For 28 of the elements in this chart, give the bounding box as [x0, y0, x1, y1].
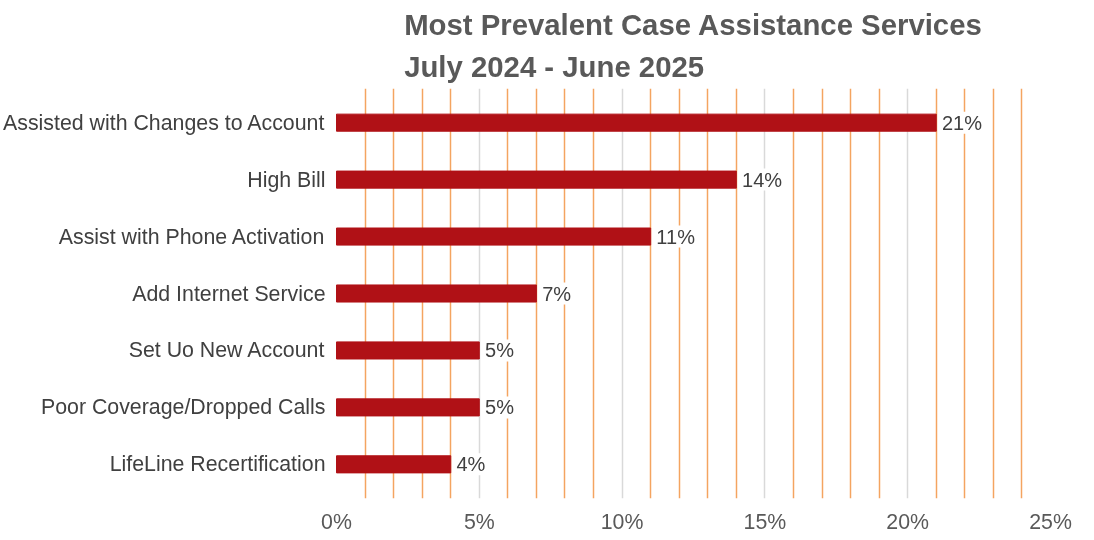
x-tick-label: 15%: [743, 509, 787, 534]
y-tick-label: Assist with Phone Activation: [58, 224, 325, 249]
x-tick-label: 25%: [1029, 509, 1072, 534]
data-label: 7%: [542, 282, 572, 305]
y-tick-label: Add Internet Service: [132, 281, 326, 306]
bar: [336, 170, 737, 189]
data-label: 4%: [456, 453, 486, 476]
data-label: 21%: [941, 111, 983, 134]
data-label: 5%: [485, 396, 515, 419]
bar: [336, 227, 652, 246]
y-tick-label: High Bill: [247, 167, 326, 192]
y-tick-label: LifeLine Recertification: [109, 452, 326, 477]
data-label: 14%: [742, 168, 783, 191]
data-label: 5%: [485, 339, 515, 362]
chart-title: Most Prevalent Case Assistance Services July 2024 - June 2025: [404, 7, 982, 84]
y-tick-label: Poor Coverage/Dropped Calls: [40, 395, 326, 420]
bar: [336, 455, 452, 474]
bar: [336, 341, 480, 360]
x-tick-label: 20%: [886, 509, 930, 534]
y-tick-label: Set Uo New Account: [128, 338, 325, 363]
y-tick-label: Assisted with Changes to Account: [3, 110, 325, 135]
x-tick-label: 10%: [600, 509, 644, 534]
bar: [336, 398, 480, 417]
bar: [336, 284, 537, 303]
data-label: 11%: [656, 225, 696, 248]
x-tick-label: 0%: [321, 509, 352, 534]
bar: [336, 113, 937, 132]
x-tick-label: 5%: [463, 509, 495, 534]
